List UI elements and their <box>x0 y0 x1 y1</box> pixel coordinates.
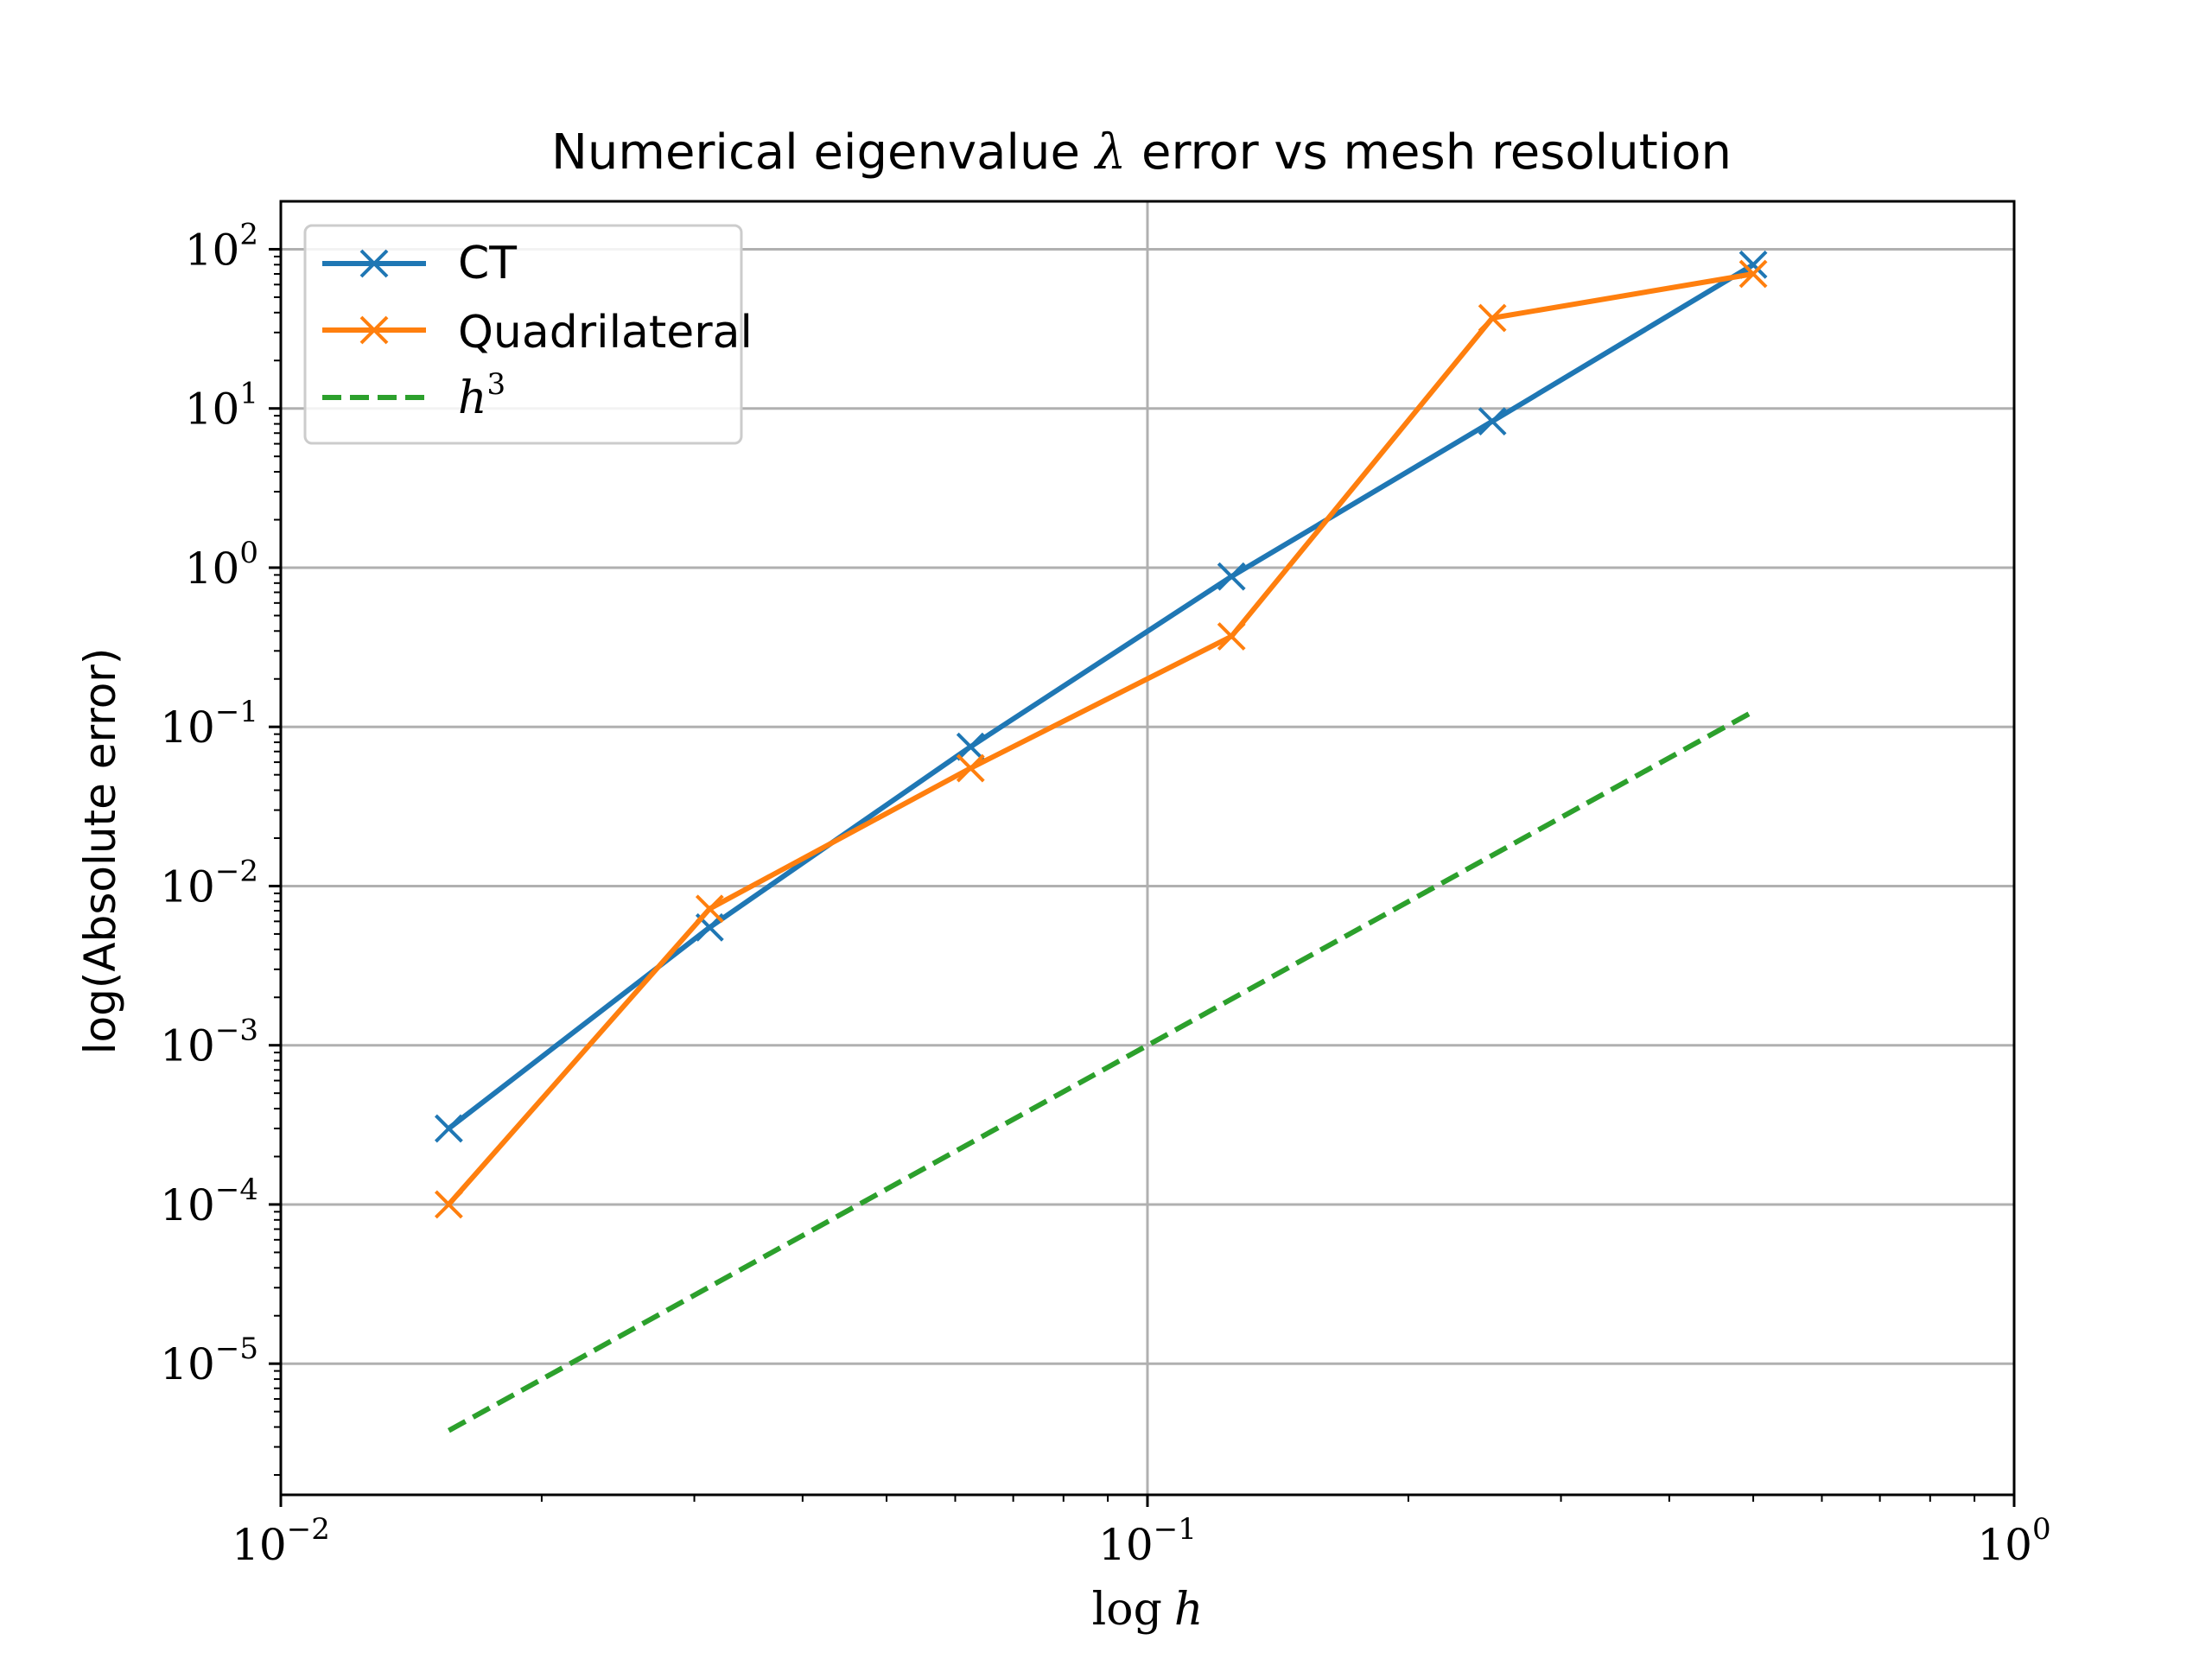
y-tick-label-base: 10 <box>185 543 240 594</box>
x-axis-label: log h <box>1092 1584 1204 1636</box>
y-tick-label: 10−5 <box>160 1332 258 1389</box>
legend-box <box>303 224 743 445</box>
legend-marker-quadrilateral <box>359 315 389 345</box>
y-tick-label: 10−2 <box>160 854 258 912</box>
data-point-quadrilateral <box>1478 303 1507 333</box>
x-axis-label-func: log <box>1092 1584 1162 1636</box>
y-tick-label-exp: 0 <box>239 536 258 570</box>
x-tick-label-exp: −1 <box>1154 1512 1197 1547</box>
plot-frame <box>279 200 2016 1497</box>
data-point-quadrilateral <box>1217 622 1246 651</box>
chart-title-after: error vs mesh resolution <box>1126 124 1732 181</box>
x-tick-label: 10−1 <box>1098 1512 1197 1570</box>
y-tick-label-base: 10 <box>185 225 240 275</box>
x-axis-label-var: h <box>1174 1584 1204 1636</box>
y-tick-label-base: 10 <box>160 1180 215 1230</box>
y-tick-label-exp: 2 <box>239 217 258 251</box>
data-point-ct <box>434 1114 463 1143</box>
y-tick-label: 10−4 <box>160 1173 258 1230</box>
y-tick-label-exp: −4 <box>215 1173 258 1207</box>
legend-label-quadrilateral: Quadrilateral <box>458 307 753 359</box>
y-tick-label-exp: 1 <box>239 377 258 411</box>
series-layer <box>434 250 1768 1433</box>
series-line-quadrilateral <box>447 271 1754 1206</box>
data-point-quadrilateral <box>695 894 724 924</box>
legend-label-h3: h3 <box>458 367 505 424</box>
data-point-ct <box>1217 562 1246 591</box>
chart-title: Numerical eigenvalue λ error vs mesh res… <box>551 124 1732 181</box>
x-tick-label-base: 10 <box>232 1520 287 1570</box>
chart-title-symbol: λ <box>1094 124 1127 181</box>
y-tick-label-exp: −3 <box>215 1014 258 1048</box>
data-point-quadrilateral <box>956 753 985 783</box>
y-axis-label: log(Absolute error) <box>75 648 125 1055</box>
legend-label-h3-exp: 3 <box>487 367 506 402</box>
x-tick-label: 100 <box>1977 1512 2050 1570</box>
x-tick-label-exp: −2 <box>287 1512 330 1547</box>
legend-label-ct: CT <box>458 238 517 289</box>
legend-marker-ct <box>359 249 389 278</box>
y-tick-label-exp: −5 <box>215 1332 258 1366</box>
x-tick-label: 10−2 <box>232 1512 330 1570</box>
data-point-ct <box>956 732 985 761</box>
legend-marks <box>322 249 426 400</box>
data-point-ct <box>1478 407 1507 436</box>
y-tick-label-base: 10 <box>160 1339 215 1389</box>
legend-label-h3-base: h <box>458 372 487 424</box>
y-tick-label: 102 <box>185 217 258 275</box>
y-tick-label: 101 <box>185 377 258 435</box>
y-tick-label-base: 10 <box>160 861 215 912</box>
y-tick-label: 100 <box>185 536 258 594</box>
chart-title-before: Numerical eigenvalue <box>551 124 1096 181</box>
x-tick-label-base: 10 <box>1977 1520 2032 1570</box>
y-tick-label-exp: −2 <box>215 854 258 888</box>
y-tick-label: 10−1 <box>160 695 258 753</box>
x-tick-label-base: 10 <box>1098 1520 1154 1570</box>
y-tick-label: 10−3 <box>160 1014 258 1071</box>
y-tick-label-exp: −1 <box>215 695 258 729</box>
y-tick-label-base: 10 <box>160 1021 215 1071</box>
data-point-quadrilateral <box>434 1190 463 1219</box>
legend: CT Quadrilateral h3 <box>303 224 753 445</box>
y-tick-label-base: 10 <box>185 385 240 435</box>
x-tick-label-exp: 0 <box>2032 1512 2051 1547</box>
y-tick-label-base: 10 <box>160 702 215 753</box>
data-point-quadrilateral <box>1738 259 1768 289</box>
